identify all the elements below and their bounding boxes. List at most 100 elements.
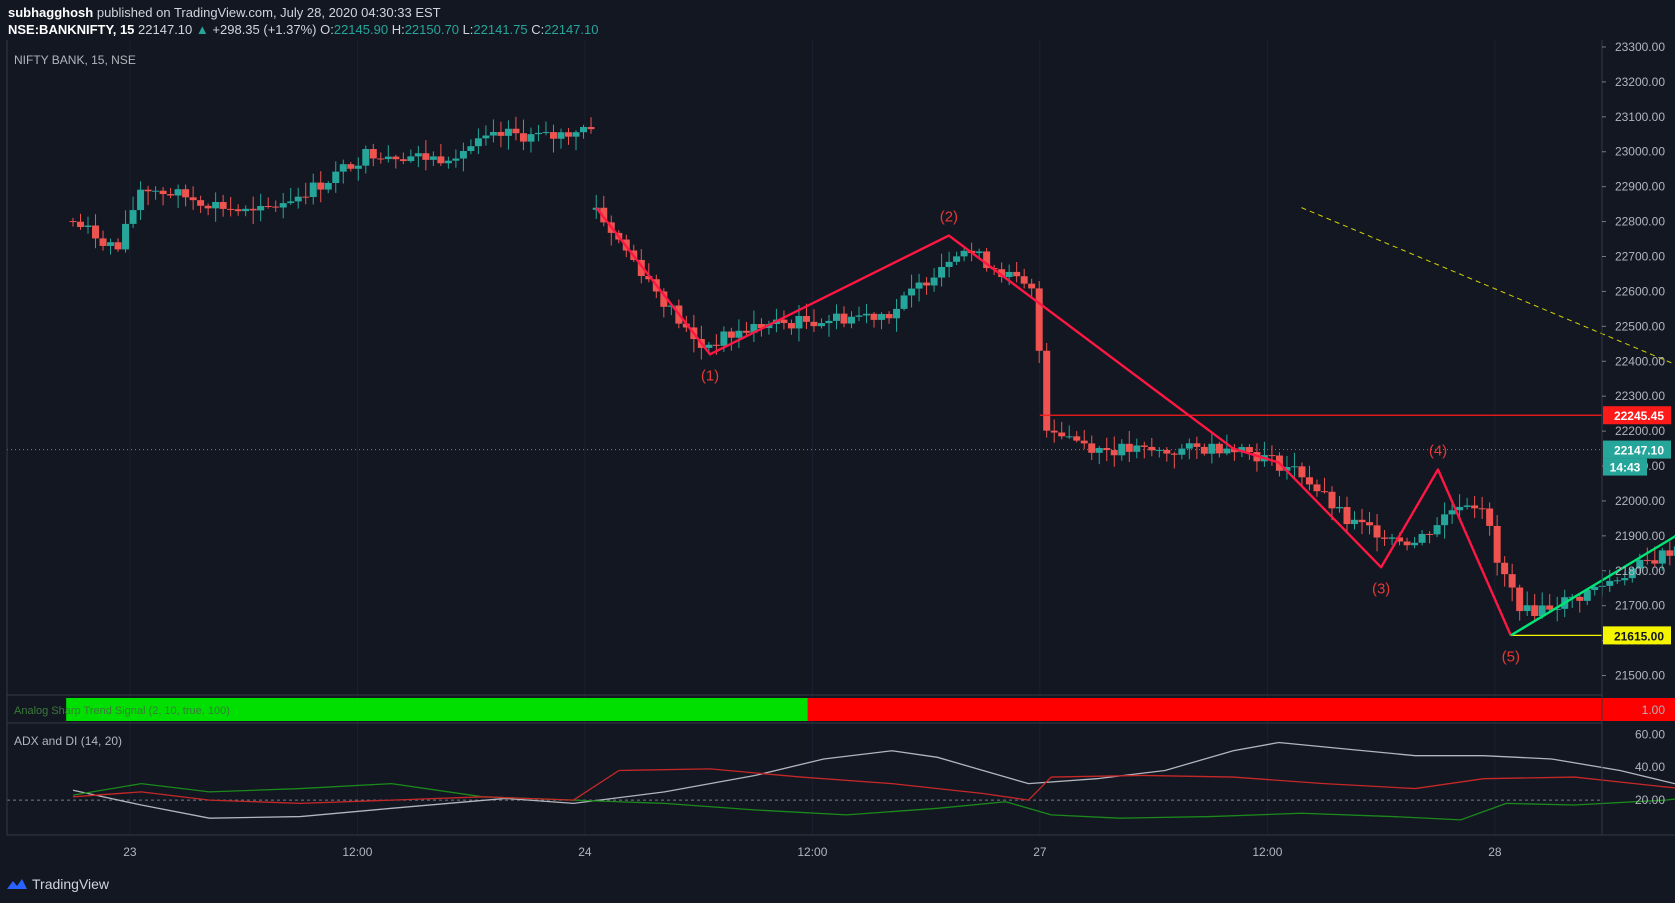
candle-body <box>1486 508 1494 526</box>
candle-body <box>354 165 362 169</box>
candle-body <box>84 225 92 227</box>
candle-body <box>727 331 735 338</box>
price-tick-label: 21500.00 <box>1615 669 1665 683</box>
candle-body <box>182 189 190 198</box>
low-value: 22141.75 <box>473 22 528 37</box>
adx-series-adx <box>72 741 1675 819</box>
time-tick-label: 12:00 <box>342 845 372 859</box>
candle-body <box>227 208 235 210</box>
open-value: 22145.90 <box>333 22 389 37</box>
candle-body <box>712 344 720 346</box>
candle-body <box>580 126 588 133</box>
candle-body <box>1193 443 1201 447</box>
candle-body <box>219 202 227 209</box>
adx-tick-label: 20.00 <box>1635 793 1665 807</box>
candle-body <box>1426 533 1434 535</box>
price-tick-label: 21800.00 <box>1615 564 1665 578</box>
candle-body <box>1381 537 1389 539</box>
tradingview-logo[interactable]: TradingView <box>6 876 109 892</box>
author-name[interactable]: subhagghosh <box>8 5 94 20</box>
candle-body <box>787 323 795 329</box>
candle-body <box>1546 605 1554 610</box>
candle-body <box>1403 541 1411 546</box>
candle-body <box>1351 519 1359 525</box>
candle-body <box>392 156 400 160</box>
candle-body <box>863 313 871 316</box>
candle-body <box>242 208 250 212</box>
candle-body <box>1418 533 1426 543</box>
candle-body <box>272 206 280 208</box>
high-value: 22150.70 <box>404 22 459 37</box>
drawings: 0(22759.60)0.236(22470.50)0.382(22291.65… <box>7 206 1675 665</box>
candle-body <box>1508 574 1516 588</box>
trend-signal-label: Analog Sharp Trend Signal (2, 10, true, … <box>14 705 230 717</box>
candle-body <box>1013 271 1021 277</box>
candle-body <box>1110 450 1118 456</box>
candle-body <box>1313 484 1321 492</box>
candle-body <box>1373 525 1381 538</box>
candle-body <box>1065 436 1073 438</box>
candle-body <box>893 308 901 319</box>
candle-body <box>1388 537 1396 539</box>
adx-series-di_minus <box>72 768 1675 805</box>
price-tick-label: 23200.00 <box>1615 75 1665 89</box>
candle-body <box>1606 580 1614 586</box>
candle-body <box>915 282 923 289</box>
candle-body <box>1080 440 1088 444</box>
adx-tick-label: 40.00 <box>1635 760 1665 774</box>
candle-body <box>1035 288 1043 351</box>
candle-body <box>1050 430 1058 433</box>
candle-body <box>938 266 946 278</box>
candle-body <box>998 269 1006 278</box>
candle-body <box>1433 525 1441 535</box>
price-tick-label: 22800.00 <box>1615 215 1665 229</box>
candle-body <box>444 160 452 164</box>
candle-body <box>1028 283 1036 289</box>
price-tick-label: 23000.00 <box>1615 145 1665 159</box>
candle-body <box>1298 466 1306 478</box>
candle-body <box>848 316 856 324</box>
price-tick-label: 21700.00 <box>1615 599 1665 613</box>
candle-body <box>1523 605 1531 612</box>
candle-body <box>324 183 332 190</box>
adx-tick-label: 60.00 <box>1635 727 1665 741</box>
candle-body <box>362 148 370 166</box>
candle-body <box>1200 446 1208 454</box>
last-price-label-bg <box>1603 440 1671 459</box>
candle-body <box>1448 510 1456 515</box>
price-tick-label: 22900.00 <box>1615 180 1665 194</box>
wave-label: (4) <box>1429 443 1447 460</box>
candle-body <box>279 203 287 208</box>
candle-body <box>757 324 765 329</box>
candle-body <box>572 132 580 137</box>
candle-body <box>564 132 572 137</box>
candle-body <box>1155 449 1163 451</box>
candle-body <box>317 182 325 190</box>
wave-label: (5) <box>1502 648 1520 665</box>
candle-body <box>504 128 512 136</box>
candle-body <box>1576 596 1584 601</box>
candle-body <box>735 330 743 338</box>
candle-body <box>1125 443 1133 452</box>
price-tick-label: 22600.00 <box>1615 284 1665 298</box>
candle-body <box>1358 519 1366 523</box>
candle-body <box>1170 453 1178 455</box>
candle-body <box>1230 448 1238 453</box>
candle-body <box>1238 447 1246 453</box>
candle-body <box>1591 586 1599 590</box>
high-label: H: <box>391 22 405 37</box>
candle-body <box>1283 466 1291 471</box>
candle-body <box>1163 449 1171 454</box>
candle-body <box>377 158 385 160</box>
candle-body <box>527 134 535 142</box>
candle-body <box>1305 477 1313 485</box>
candle-body <box>1118 443 1126 456</box>
candle-body <box>459 150 467 159</box>
candle-body <box>637 259 645 277</box>
candle-body <box>705 344 713 348</box>
resistance-price-label-bg <box>1603 406 1671 425</box>
candle-body <box>1673 546 1675 556</box>
candle-body <box>953 256 961 262</box>
candle-body <box>960 250 968 257</box>
